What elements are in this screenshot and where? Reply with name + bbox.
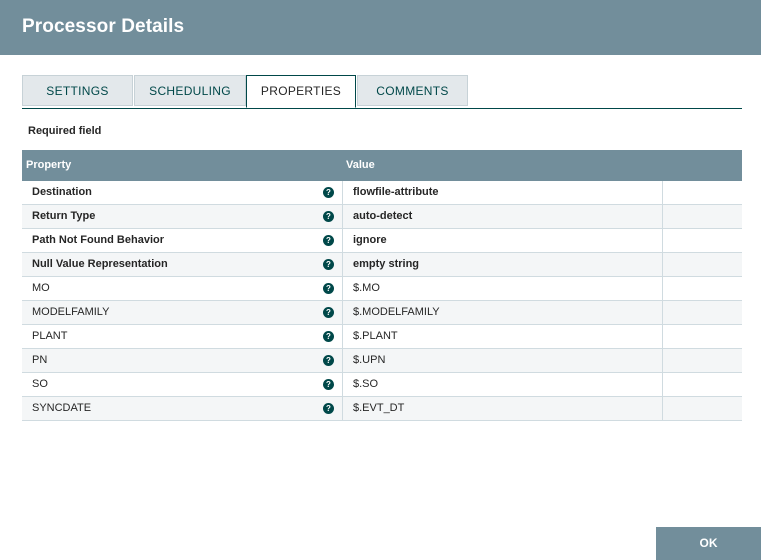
- question-circle-icon[interactable]: ?: [323, 235, 334, 246]
- property-name: MO: [32, 282, 50, 294]
- property-value[interactable]: $.SO: [353, 378, 379, 390]
- table-row[interactable]: Path Not Found Behavior? ignore: [22, 229, 742, 253]
- property-value[interactable]: $.UPN: [353, 354, 386, 366]
- question-circle-icon[interactable]: ?: [323, 211, 334, 222]
- table-row[interactable]: Null Value Representation? empty string: [22, 253, 742, 277]
- tab-bar: SETTINGS SCHEDULING PROPERTIES COMMENTS: [22, 75, 742, 109]
- property-name: PN: [32, 354, 48, 366]
- property-value[interactable]: $.MODELFAMILY: [353, 306, 440, 318]
- question-circle-icon[interactable]: ?: [323, 355, 334, 366]
- property-name: Path Not Found Behavior: [32, 234, 164, 246]
- question-circle-icon[interactable]: ?: [323, 259, 334, 270]
- table-row[interactable]: MODELFAMILY? $.MODELFAMILY: [22, 301, 742, 325]
- dialog-header: Processor Details: [0, 0, 761, 55]
- property-value[interactable]: $.EVT_DT: [353, 402, 405, 414]
- ok-button[interactable]: OK: [656, 527, 761, 560]
- property-value[interactable]: $.MO: [353, 282, 380, 294]
- table-row[interactable]: SO? $.SO: [22, 373, 742, 397]
- table-row[interactable]: Return Type? auto-detect: [22, 205, 742, 229]
- column-divider: [662, 205, 663, 228]
- table-row[interactable]: MO? $.MO: [22, 277, 742, 301]
- header-property: Property: [26, 159, 72, 171]
- property-name: Return Type: [32, 210, 96, 222]
- property-name: Destination: [32, 186, 92, 198]
- column-divider: [662, 229, 663, 252]
- property-value[interactable]: auto-detect: [353, 210, 413, 222]
- column-divider: [342, 301, 343, 324]
- property-name: SYNCDATE: [32, 402, 92, 414]
- property-name: SO: [32, 378, 48, 390]
- property-value[interactable]: ignore: [353, 234, 387, 246]
- tab-scheduling[interactable]: SCHEDULING: [134, 75, 246, 106]
- column-divider: [342, 349, 343, 372]
- column-divider: [342, 397, 343, 420]
- table-row[interactable]: PN? $.UPN: [22, 349, 742, 373]
- column-divider: [662, 373, 663, 396]
- column-divider: [342, 325, 343, 348]
- properties-table: Property Value Destination? flowfile-attr…: [22, 150, 742, 421]
- header-value: Value: [346, 159, 375, 171]
- question-circle-icon[interactable]: ?: [323, 187, 334, 198]
- table-row[interactable]: SYNCDATE? $.EVT_DT: [22, 397, 742, 421]
- dialog-title: Processor Details: [22, 16, 185, 37]
- tab-properties[interactable]: PROPERTIES: [246, 75, 356, 108]
- column-divider: [662, 349, 663, 372]
- column-divider: [342, 253, 343, 276]
- property-name: MODELFAMILY: [32, 306, 110, 318]
- column-divider: [342, 373, 343, 396]
- column-divider: [662, 181, 663, 204]
- tab-comments[interactable]: COMMENTS: [357, 75, 468, 106]
- column-divider: [662, 325, 663, 348]
- table-body: Destination? flowfile-attribute Return Typ…: [22, 181, 742, 421]
- table-row[interactable]: Destination? flowfile-attribute: [22, 181, 742, 205]
- required-field-label: Required field: [28, 125, 102, 137]
- column-divider: [662, 277, 663, 300]
- table-header: Property Value: [22, 150, 742, 181]
- question-circle-icon[interactable]: ?: [323, 307, 334, 318]
- question-circle-icon[interactable]: ?: [323, 331, 334, 342]
- property-value[interactable]: empty string: [353, 258, 420, 270]
- column-divider: [342, 229, 343, 252]
- column-divider: [662, 253, 663, 276]
- property-value[interactable]: flowfile-attribute: [353, 186, 439, 198]
- question-circle-icon[interactable]: ?: [323, 379, 334, 390]
- property-name: Null Value Representation: [32, 258, 168, 270]
- property-name: PLANT: [32, 330, 68, 342]
- column-divider: [342, 205, 343, 228]
- question-circle-icon[interactable]: ?: [323, 283, 334, 294]
- column-divider: [662, 301, 663, 324]
- table-row[interactable]: PLANT? $.PLANT: [22, 325, 742, 349]
- question-circle-icon[interactable]: ?: [323, 403, 334, 414]
- column-divider: [662, 397, 663, 420]
- tab-settings[interactable]: SETTINGS: [22, 75, 133, 106]
- column-divider: [342, 277, 343, 300]
- column-divider: [342, 181, 343, 204]
- property-value[interactable]: $.PLANT: [353, 330, 398, 342]
